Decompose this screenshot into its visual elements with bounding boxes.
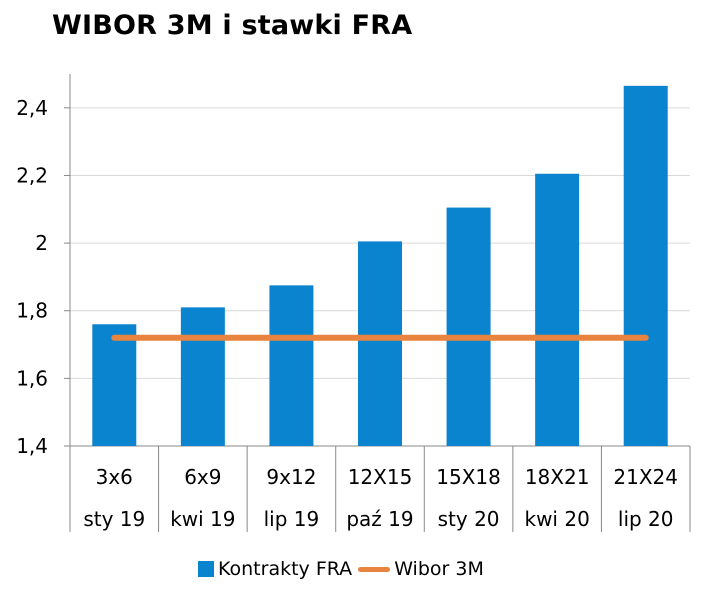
x-date-label: kwi 20 [524, 507, 589, 531]
legend-swatch-kontrakty [198, 561, 214, 577]
legend: Kontrakty FRA Wibor 3M [198, 558, 490, 580]
bar-kontrakty-fra [269, 285, 314, 446]
bar-kontrakty-fra [92, 324, 137, 446]
x-category-label: 12X15 [348, 465, 413, 489]
x-category-label: 9x12 [266, 465, 316, 489]
bar-kontrakty-fra [358, 241, 402, 446]
bar-kontrakty-fra [623, 85, 668, 446]
y-tick-label: 1,4 [16, 434, 48, 458]
bar-kontrakty-fra [535, 173, 580, 446]
legend-item-line: Wibor 3M [358, 558, 484, 580]
y-tick-label: 2 [35, 231, 48, 255]
legend-item-bars: Kontrakty FRA [198, 558, 352, 580]
legend-label-wibor: Wibor 3M [394, 558, 484, 580]
x-category-label: 6x9 [184, 465, 221, 489]
legend-swatch-wibor [358, 566, 391, 572]
x-date-label: lip 20 [618, 507, 674, 531]
x-date-label: paź 19 [346, 507, 413, 531]
x-date-label: lip 19 [264, 507, 320, 531]
x-category-label: 3x6 [96, 465, 133, 489]
x-date-label: sty 19 [83, 507, 145, 531]
x-date-label: kwi 19 [170, 507, 235, 531]
y-tick-label: 2,4 [16, 96, 48, 120]
x-category-label: 15X18 [436, 465, 501, 489]
x-category-label: 21X24 [613, 465, 678, 489]
x-category-label: 18X21 [525, 465, 590, 489]
bar-kontrakty-fra [446, 207, 491, 446]
x-date-label: sty 20 [438, 507, 500, 531]
bar-kontrakty-fra [180, 307, 225, 446]
legend-label-kontrakty: Kontrakty FRA [218, 558, 353, 580]
y-tick-label: 1,8 [16, 299, 48, 323]
chart-title: WIBOR 3M i stawki FRA [52, 10, 413, 41]
y-tick-label: 2,2 [16, 163, 48, 187]
y-tick-label: 1,6 [16, 366, 48, 390]
